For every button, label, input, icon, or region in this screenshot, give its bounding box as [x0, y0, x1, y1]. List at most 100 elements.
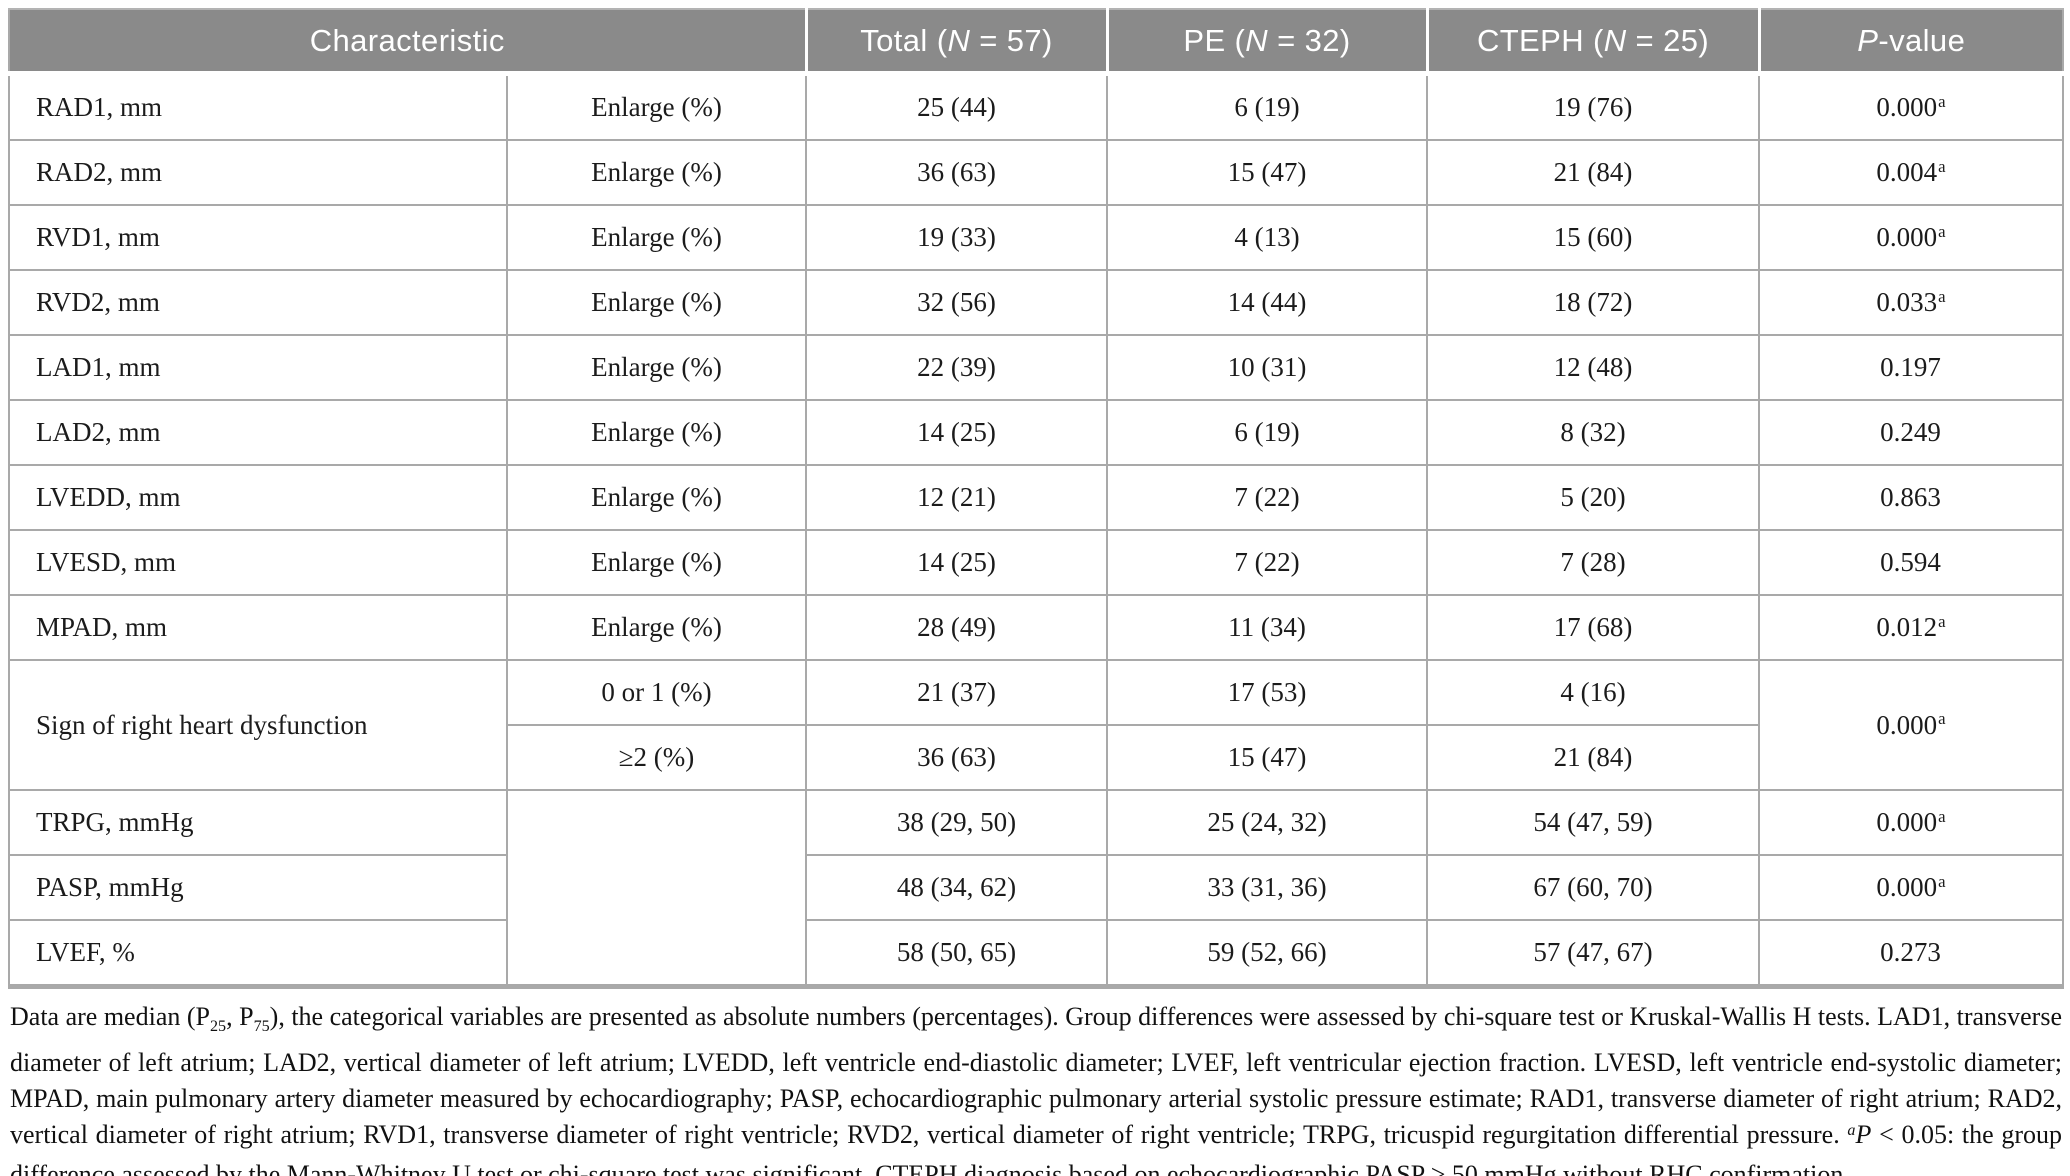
- row-label: LVESD, mm: [8, 529, 508, 596]
- cell-total: 14 (25): [805, 399, 1109, 466]
- row-sublabel: ≥2 (%): [505, 724, 808, 791]
- footnote-subscript: 75: [253, 1018, 270, 1036]
- header-italic-n: N: [1603, 22, 1627, 58]
- cell-pvalue: 0.000a: [1758, 854, 2065, 921]
- row-sublabel: 0 or 1 (%): [505, 659, 808, 726]
- row-label: TRPG, mmHg: [8, 789, 508, 856]
- cell-total: 28 (49): [805, 594, 1109, 661]
- cell-cteph: 12 (48): [1426, 334, 1761, 401]
- row-label: LAD2, mm: [8, 399, 508, 466]
- p-value-superscript: a: [1938, 611, 1946, 631]
- header-text: -value: [1878, 22, 1966, 58]
- row-sublabel: Enlarge (%): [505, 399, 808, 466]
- p-value-text: 0.000: [1876, 222, 1938, 252]
- table-row: PASP, mmHg 48 (34, 62) 33 (31, 36) 67 (6…: [8, 854, 2065, 921]
- cell-pe: 14 (44): [1106, 269, 1429, 336]
- table-row: RAD2, mm Enlarge (%) 36 (63) 15 (47) 21 …: [8, 139, 2065, 206]
- header-text: PE (: [1183, 22, 1246, 58]
- col-header-characteristic: Characteristic: [9, 8, 807, 76]
- header-text: = 57): [970, 22, 1053, 58]
- header-text: CTEPH (: [1476, 22, 1604, 58]
- cell-cteph: 17 (68): [1426, 594, 1761, 661]
- cell-pe: 7 (22): [1106, 529, 1429, 596]
- table-row: TRPG, mmHg 38 (29, 50) 25 (24, 32) 54 (4…: [8, 789, 2065, 988]
- cell-total: 19 (33): [805, 204, 1109, 271]
- cell-pvalue: 0.249: [1758, 399, 2065, 466]
- cell-pvalue: 0.594: [1758, 529, 2065, 596]
- header-text: = 25): [1626, 22, 1710, 58]
- cell-pvalue-merged: 0.000a: [1758, 659, 2065, 791]
- header-row: Characteristic Total (N = 57) PE (N = 32…: [9, 8, 2064, 76]
- cell-total: 32 (56): [805, 269, 1109, 336]
- cell-total: 25 (44): [805, 73, 1109, 141]
- row-label: LVEF, %: [8, 919, 508, 988]
- col-header-total: Total (N = 57): [804, 8, 1108, 76]
- cell-pvalue: 0.197: [1758, 334, 2065, 401]
- cell-total: 58 (50, 65): [805, 919, 1109, 988]
- cell-pe: 17 (53): [1106, 659, 1429, 726]
- p-value-text: 0.000: [1876, 872, 1938, 902]
- row-label-merged: Sign of right heart dysfunction: [8, 659, 508, 791]
- cell-pe: 15 (47): [1106, 139, 1429, 206]
- row-sublabel: Enlarge (%): [505, 464, 808, 531]
- row-label: RAD2, mm: [8, 139, 508, 206]
- cell-pvalue: 0.863: [1758, 464, 2065, 531]
- p-value-superscript: a: [1938, 286, 1946, 306]
- p-value-text: 0.197: [1880, 352, 1941, 382]
- row-label: PASP, mmHg: [8, 854, 508, 921]
- row-sublabel: Enlarge (%): [505, 73, 808, 141]
- row-sublabel: Enlarge (%): [505, 594, 808, 661]
- footnote-subscript: 25: [209, 1018, 227, 1036]
- row-label: RVD2, mm: [8, 269, 508, 336]
- cell-total: 14 (25): [805, 529, 1109, 596]
- cell-cteph: 5 (20): [1426, 464, 1761, 531]
- cell-pvalue: 0.012a: [1758, 594, 2065, 661]
- table-row: MPAD, mm Enlarge (%) 28 (49) 11 (34) 17 …: [8, 594, 2065, 661]
- p-value-text: 0.004: [1876, 157, 1938, 187]
- cell-cteph: 15 (60): [1426, 204, 1761, 271]
- table-row-dysfunction-2: ≥2 (%) 36 (63) 15 (47) 21 (84): [9, 724, 2063, 791]
- cell-pe: 15 (47): [1106, 724, 1429, 791]
- table-row: LVEDD, mm Enlarge (%) 12 (21) 7 (22) 5 (…: [8, 464, 2065, 531]
- cell-cteph: 54 (47, 59): [1426, 789, 1761, 856]
- paper-table-figure: Characteristic Total (N = 57) PE (N = 32…: [0, 8, 2070, 1176]
- cell-cteph: 7 (28): [1426, 529, 1761, 596]
- table-row: LVESD, mm Enlarge (%) 14 (25) 7 (22) 7 (…: [8, 529, 2065, 596]
- cell-pe: 6 (19): [1106, 399, 1429, 466]
- characteristics-table: Characteristic Total (N = 57) PE (N = 32…: [8, 8, 2065, 989]
- row-sublabel: Enlarge (%): [505, 269, 808, 336]
- cell-pvalue: 0.000a: [1758, 73, 2065, 141]
- footnote-text: Data are median (P: [10, 1002, 210, 1031]
- p-value-superscript: a: [1938, 221, 1946, 241]
- table-row: LAD2, mm Enlarge (%) 14 (25) 6 (19) 8 (3…: [8, 399, 2065, 466]
- cell-cteph: 19 (76): [1426, 73, 1761, 141]
- cell-cteph: 67 (60, 70): [1426, 854, 1761, 921]
- cell-pvalue: 0.000a: [1758, 789, 2065, 856]
- cell-cteph: 18 (72): [1426, 269, 1761, 336]
- footnote-text: , P: [226, 1002, 254, 1031]
- table-row-dysfunction-1: Sign of right heart dysfunction 0 or 1 (…: [8, 659, 2065, 791]
- table-row: RAD1, mm Enlarge (%) 25 (44) 6 (19) 19 (…: [8, 73, 2065, 141]
- p-value-text: 0.033: [1876, 287, 1938, 317]
- row-label: LAD1, mm: [8, 334, 508, 401]
- cell-pe: 10 (31): [1106, 334, 1429, 401]
- cell-cteph: 21 (84): [1426, 724, 1761, 791]
- row-sublabel: Enlarge (%): [505, 529, 808, 596]
- header-italic-n: N: [947, 22, 971, 58]
- cell-total: 36 (63): [805, 724, 1109, 791]
- cell-pe: 4 (13): [1106, 204, 1429, 271]
- table-row: LAD1, mm Enlarge (%) 22 (39) 10 (31) 12 …: [8, 334, 2065, 401]
- p-value-superscript: a: [1938, 709, 1946, 729]
- col-header-pvalue: P-value: [1757, 8, 2064, 76]
- p-value-superscript: a: [1938, 156, 1946, 176]
- table-body: RAD1, mm Enlarge (%) 25 (44) 6 (19) 19 (…: [8, 73, 2065, 988]
- table-row: RVD2, mm Enlarge (%) 32 (56) 14 (44) 18 …: [8, 269, 2065, 336]
- table-footnote: Data are median (P25, P75), the categori…: [10, 999, 2062, 1176]
- cell-total: 38 (29, 50): [805, 789, 1109, 856]
- cell-pe: 11 (34): [1106, 594, 1429, 661]
- footnote-superscript-a: a: [1847, 1122, 1856, 1140]
- cell-pe: 25 (24, 32): [1106, 789, 1429, 856]
- row-sublabel: Enlarge (%): [505, 204, 808, 271]
- cell-pe: 6 (19): [1106, 73, 1429, 141]
- row-label: RAD1, mm: [8, 73, 508, 141]
